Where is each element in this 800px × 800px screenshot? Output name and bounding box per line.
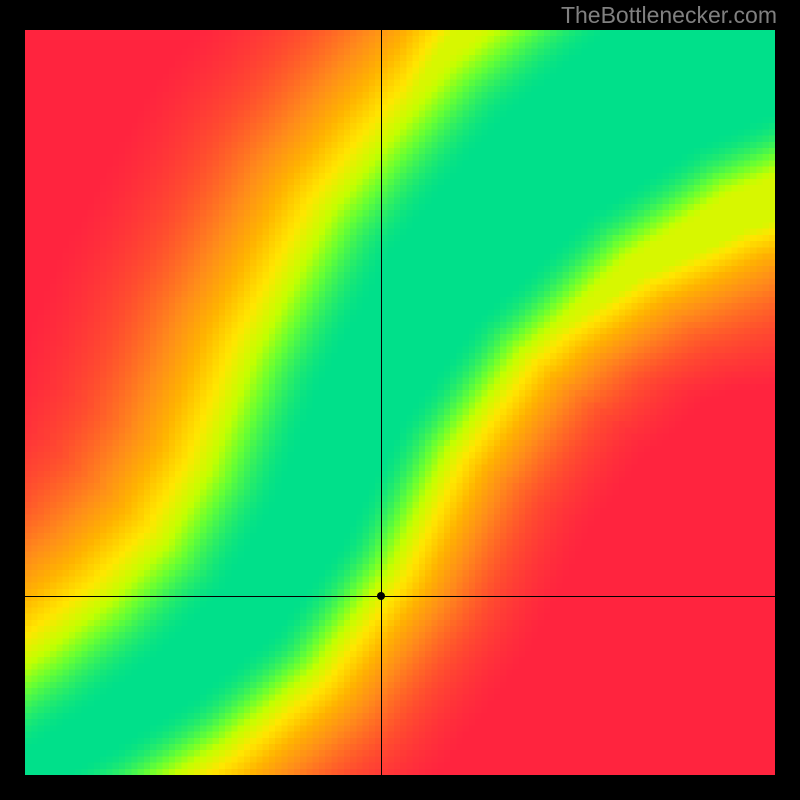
crosshair-horizontal (25, 596, 775, 597)
marker-dot (377, 592, 385, 600)
heatmap-canvas (25, 30, 775, 775)
watermark-label: TheBottlenecker.com (561, 2, 777, 29)
crosshair-vertical (381, 30, 382, 775)
chart-container: TheBottlenecker.com (0, 0, 800, 800)
